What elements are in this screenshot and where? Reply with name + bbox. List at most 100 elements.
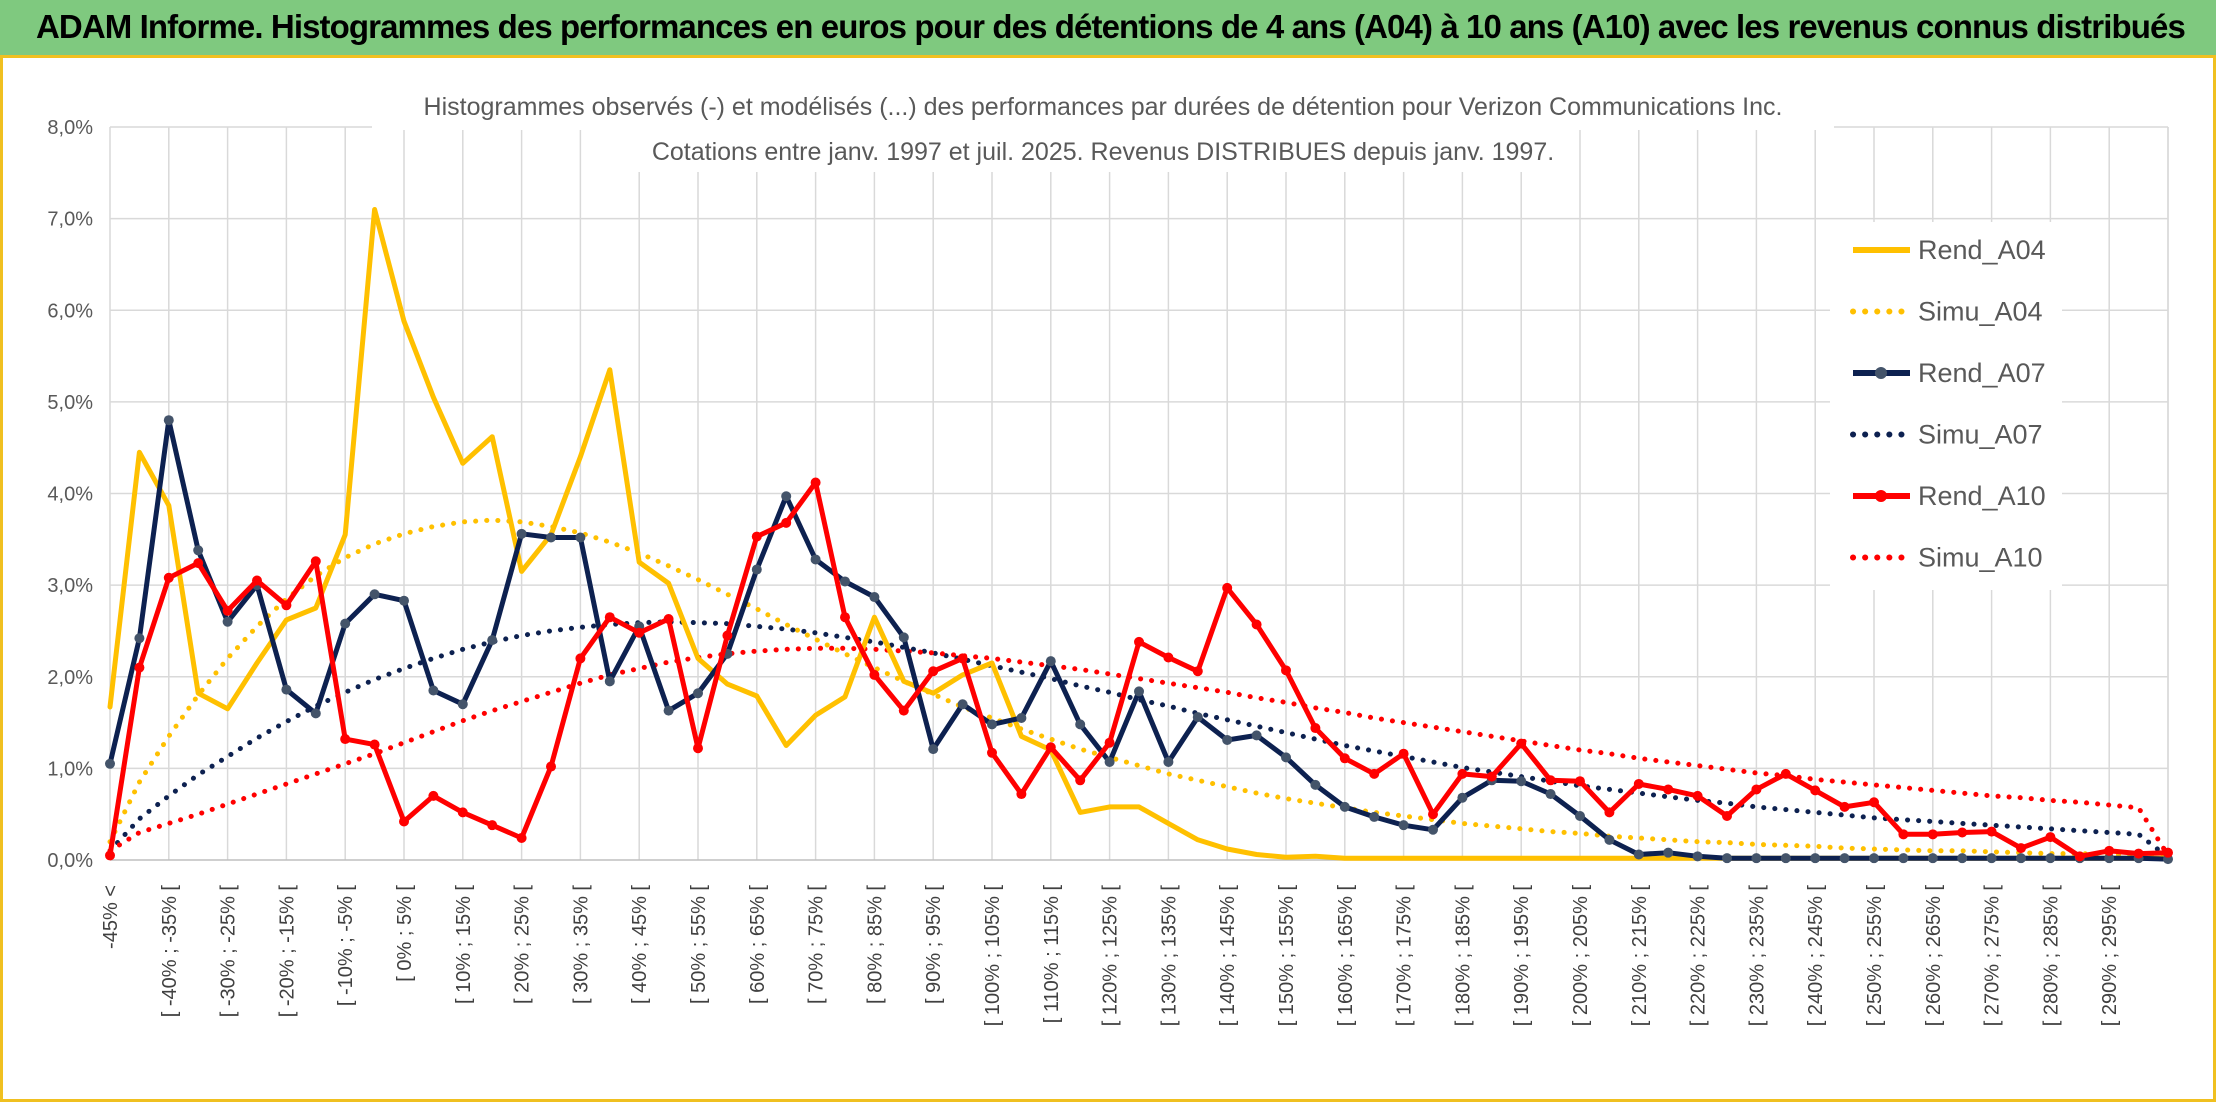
x-tick-label: -45% < (100, 885, 122, 949)
point-Rend_A07 (516, 528, 527, 539)
point-Rend_A07 (2016, 853, 2026, 864)
point-Rend_A07 (193, 545, 204, 556)
point-Rend_A07 (1369, 811, 1380, 822)
point-Rend_A10 (1134, 636, 1144, 647)
point-Rend_A07 (1281, 752, 1291, 763)
point-Rend_A10 (340, 734, 351, 745)
point-Rend_A10 (1957, 827, 1968, 838)
x-tick-label: [ 220% ; 225% [ (1688, 885, 1710, 1027)
series-Simu_A10 (107, 645, 2171, 858)
legend-item-Simu_A04: Simu_A04 (1850, 297, 2043, 327)
point-Rend_A07 (663, 705, 674, 716)
x-tick-label: [ 230% ; 235% [ (1746, 885, 1768, 1027)
point-Rend_A10 (722, 630, 733, 641)
y-tick-label: 6,0% (47, 300, 93, 322)
y-tick-label: 2,0% (47, 667, 93, 689)
point-Rend_A10 (1633, 778, 1644, 789)
point-Rend_A10 (546, 761, 556, 772)
point-Rend_A10 (1310, 723, 1321, 734)
point-Rend_A10 (604, 612, 615, 623)
chart-frame (0, 58, 2216, 1102)
point-Rend_A07 (1045, 656, 1056, 667)
chart-title-area: Histogrammes observés (-) et modélisés (… (372, 86, 1834, 172)
point-Rend_A10 (487, 820, 498, 831)
point-Rend_A10 (1692, 790, 1703, 801)
point-Rend_A07 (1104, 756, 1115, 767)
point-Rend_A10 (105, 850, 115, 861)
point-Rend_A10 (1663, 784, 1674, 795)
point-Rend_A07 (163, 415, 174, 426)
point-Rend_A07 (575, 532, 586, 543)
y-tick-label: 0,0% (47, 850, 93, 872)
point-Rend_A10 (1516, 738, 1527, 749)
series-Rend_A07 (105, 415, 2173, 865)
y-tick-label: 3,0% (47, 575, 93, 597)
series-line-Simu_A07 (107, 619, 2171, 860)
y-tick-label: 4,0% (47, 484, 93, 506)
point-Rend_A07 (340, 618, 351, 629)
point-Rend_A07 (134, 633, 145, 644)
point-Rend_A10 (751, 531, 762, 542)
point-Rend_A07 (957, 699, 968, 710)
point-Rend_A10 (634, 627, 645, 638)
x-tick-label: [ 110% ; 115% [ (1041, 885, 1063, 1024)
point-Rend_A10 (1575, 776, 1585, 787)
x-tick-label: [ 190% ; 195% [ (1511, 885, 1533, 1027)
point-Rend_A07 (1251, 730, 1262, 741)
point-Rend_A07 (1957, 853, 1968, 864)
x-tick-label: [ 240% ; 245% [ (1805, 885, 1827, 1027)
x-tick-label: [ 290% ; 295% [ (2099, 885, 2121, 1027)
point-Rend_A10 (1045, 742, 1056, 753)
point-Rend_A07 (1545, 789, 1556, 800)
legend-item-Simu_A07: Simu_A07 (1850, 420, 2043, 450)
x-tick-label: [ 30% ; 35% [ (570, 885, 592, 1004)
point-Rend_A10 (1545, 775, 1556, 786)
point-Rend_A10 (310, 556, 321, 567)
point-Rend_A07 (310, 708, 321, 719)
legend-item-Rend_A10: Rend_A10 (1853, 481, 2046, 511)
point-Rend_A10 (2104, 845, 2115, 856)
point-Rend_A07 (1134, 686, 1144, 697)
x-tick-label: [ 180% ; 185% [ (1452, 885, 1474, 1027)
point-Rend_A10 (810, 477, 821, 488)
point-Rend_A07 (1839, 853, 1850, 864)
point-Rend_A07 (840, 576, 850, 587)
point-Rend_A10 (1192, 666, 1203, 677)
point-Rend_A07 (2104, 853, 2115, 864)
legend-label: Simu_A07 (1918, 420, 2043, 450)
y-tick-label: 8,0% (47, 117, 93, 139)
point-Rend_A07 (1192, 712, 1203, 723)
point-Rend_A10 (457, 807, 468, 818)
point-Rend_A10 (1457, 768, 1468, 779)
point-Rend_A10 (1751, 784, 1762, 795)
point-Rend_A10 (575, 653, 586, 664)
point-Rend_A07 (869, 592, 880, 603)
point-Rend_A07 (1663, 847, 1674, 858)
point-Rend_A10 (898, 705, 909, 716)
point-Rend_A07 (1604, 834, 1615, 845)
y-tick-label: 7,0% (47, 209, 93, 231)
point-Rend_A10 (1810, 785, 1821, 796)
point-Rend_A07 (1869, 853, 1879, 864)
point-Rend_A10 (163, 572, 174, 583)
point-Rend_A10 (2163, 847, 2173, 858)
point-Rend_A10 (369, 739, 380, 750)
x-tick-label: [ 140% ; 145% [ (1217, 885, 1239, 1027)
point-Rend_A10 (1104, 737, 1115, 748)
x-tick-label: [ 20% ; 25% [ (512, 885, 534, 1004)
point-Rend_A10 (1163, 652, 1174, 663)
point-Rend_A10 (2016, 843, 2026, 854)
point-Rend_A07 (105, 758, 115, 769)
chart-subtitle: Cotations entre janv. 1997 et juil. 2025… (652, 138, 1554, 166)
point-Rend_A07 (1398, 820, 1409, 831)
chart-title: Histogrammes observés (-) et modélisés (… (424, 93, 1783, 121)
point-Rend_A07 (399, 595, 409, 606)
point-Rend_A10 (1369, 768, 1380, 779)
point-Rend_A10 (2045, 832, 2056, 843)
point-Rend_A07 (1163, 756, 1174, 767)
point-Rend_A10 (2074, 851, 2085, 862)
x-tick-label: [ 160% ; 165% [ (1335, 885, 1357, 1027)
point-Rend_A10 (1016, 789, 1027, 800)
x-tick-label: [ 60% ; 65% [ (747, 885, 769, 1004)
